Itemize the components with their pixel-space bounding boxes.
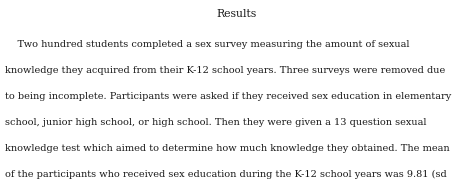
- Text: of the participants who received sex education during the K-12 school years was : of the participants who received sex edu…: [5, 170, 447, 179]
- Text: Two hundred students completed a sex survey measuring the amount of sexual: Two hundred students completed a sex sur…: [5, 40, 409, 49]
- Text: knowledge test which aimed to determine how much knowledge they obtained. The me: knowledge test which aimed to determine …: [5, 144, 449, 153]
- Text: Results: Results: [217, 9, 257, 19]
- Text: to being incomplete. Participants were asked if they received sex education in e: to being incomplete. Participants were a…: [5, 92, 451, 101]
- Text: school, junior high school, or high school. Then they were given a 13 question s: school, junior high school, or high scho…: [5, 118, 426, 127]
- Text: knowledge they acquired from their K-12 school years. Three surveys were removed: knowledge they acquired from their K-12 …: [5, 66, 445, 75]
